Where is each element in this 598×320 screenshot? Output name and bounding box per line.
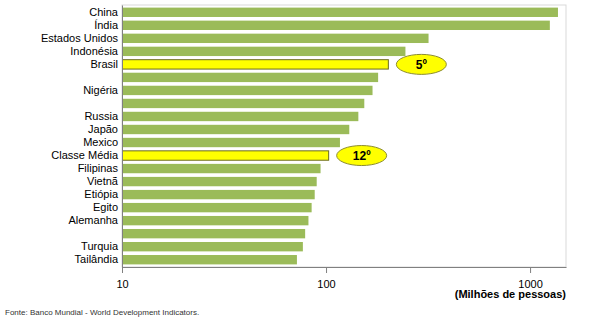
y-tick: Mexico [83,136,122,148]
annotation-text: 12º [353,149,371,163]
y-tick: Estados Unidos [41,32,122,44]
source: Fonte: Banco Mundial - World Development… [5,308,199,317]
bar [122,47,405,56]
bar [122,99,364,108]
bar [122,34,429,43]
y-tick: Nigéria [83,84,122,96]
y-axis: ChinaÍndiaEstados UnidosIndonésiaBrasil N… [41,6,123,268]
x-tick: 1000 [518,267,542,290]
bar [122,73,378,82]
y-tick: Turquia [81,240,122,252]
x-axis-line [123,267,567,268]
bar [122,112,358,121]
y-tick: Filipinas [78,162,122,174]
bar [122,255,297,264]
bar [122,138,340,147]
bar [122,242,303,251]
bar [122,216,308,225]
x-tick: 100 [317,267,335,290]
bar [122,229,305,238]
y-tick-label: Etiópia [84,188,119,200]
annotation-ellipse [337,146,387,166]
bar [122,203,312,212]
bar [122,164,321,173]
y-tick: Vietnã [87,175,122,187]
y-tick-label: Egito [93,201,118,213]
x-tick-label: 100 [317,278,335,290]
y-tick-label: Vietnã [87,175,119,187]
y-tick-label: Mexico [83,136,118,148]
y-tick-label: Turquia [81,240,119,252]
bar [122,21,550,30]
y-tick-label: China [89,6,119,18]
y-tick: Classe Média [51,149,122,161]
y-tick-label: Alemanha [68,214,118,226]
x-axis: 10 100 1000 [116,267,566,290]
annotation-ellipse [396,54,446,74]
plot-area: 10 100 1000 ChinaÍndiaEstados UnidosIndonés… [41,5,567,290]
y-tick-label: Indonésia [70,45,119,57]
y-tick: Tailândia [75,253,122,265]
y-tick: Japão [88,123,122,135]
y-tick: Índia [94,19,122,31]
bar [122,151,329,160]
y-tick-label: Estados Unidos [41,32,119,44]
bars [122,8,558,265]
bar [122,125,349,134]
y-tick: China [89,6,122,18]
y-tick: Alemanha [68,214,122,226]
y-tick: Etiópia [84,188,122,200]
y-tick: Brasil [90,58,122,70]
y-tick-label: Tailândia [75,253,119,265]
y-tick-label: Filipinas [78,162,119,174]
y-tick: Egito [93,201,122,213]
x-tick: 10 [116,267,128,290]
bar [122,8,558,17]
y-tick-label: Japão [88,123,118,135]
plot-frame [122,5,566,267]
annotation-text: 5º [416,58,428,72]
bar [122,60,388,69]
bar [122,190,315,199]
y-axis-line [122,6,123,268]
x-tick-mark [122,267,123,273]
x-axis-title: (Milhões de pessoas) [455,288,567,300]
bar [122,177,317,186]
x-tick-label: 10 [116,278,128,290]
y-tick-label: Brasil [90,58,118,70]
y-tick: Indonésia [70,45,122,57]
x-tick-mark [326,267,327,273]
bar [122,86,373,95]
x-tick-mark [530,267,531,273]
y-tick-label: Índia [94,19,119,31]
chart: 10 100 1000 ChinaÍndiaEstados UnidosIndonés… [0,0,598,320]
y-tick-label: Classe Média [51,149,119,161]
y-tick: Russia [84,110,122,122]
y-tick-label: Russia [84,110,119,122]
y-tick-label: Nigéria [83,84,119,96]
annotations: 5º 12º [337,54,447,165]
